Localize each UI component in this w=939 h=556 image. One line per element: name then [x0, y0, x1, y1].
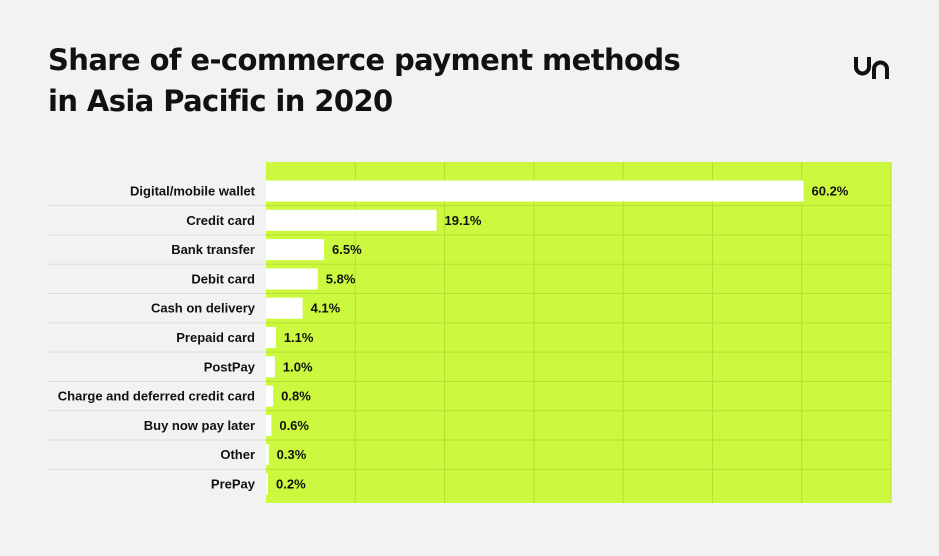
category-labels: Digital/mobile wallet Credit card Bank tra… — [58, 184, 256, 492]
value-labels: 60.2% 19.1% 6.5% 5.8% 4.1% 1.1% 1.0% 0.8% 0.6% 0.… — [276, 184, 849, 492]
chart-title-line-2: in Asia Pacific in 2020 — [48, 84, 393, 118]
bar — [266, 239, 325, 261]
chart-title: Share of e-commerce payment methods in A… — [48, 40, 768, 122]
category-label: Other — [220, 447, 255, 462]
value-label: 1.0% — [283, 359, 313, 374]
value-label: 6.5% — [332, 242, 362, 257]
bar — [266, 385, 274, 407]
bar — [266, 180, 804, 202]
category-label: Cash on delivery — [151, 301, 256, 316]
bar — [266, 297, 303, 319]
bar — [266, 356, 275, 378]
category-label: Buy now pay later — [144, 418, 255, 433]
category-label: Debit card — [191, 271, 255, 286]
chart-title-line-1: Share of e-commerce payment methods — [48, 43, 681, 77]
bar — [266, 414, 272, 436]
category-label: PrePay — [211, 477, 256, 492]
value-label: 4.1% — [311, 301, 341, 316]
un-logo-icon — [854, 57, 889, 79]
bar — [266, 444, 269, 466]
category-label: Credit card — [186, 213, 255, 228]
category-label: Bank transfer — [171, 242, 255, 257]
plot-area — [266, 162, 892, 503]
bar — [266, 268, 318, 290]
category-label: Prepaid card — [176, 330, 255, 345]
value-label: 0.6% — [279, 418, 309, 433]
value-label: 0.2% — [276, 477, 306, 492]
value-label: 0.3% — [277, 447, 307, 462]
category-label: PostPay — [204, 359, 256, 374]
bar — [266, 327, 276, 348]
bars — [266, 180, 804, 495]
value-label: 0.8% — [281, 389, 311, 404]
category-label: Digital/mobile wallet — [130, 184, 256, 199]
category-label: Charge and deferred credit card — [58, 389, 255, 404]
bar — [266, 209, 437, 231]
value-label: 60.2% — [812, 184, 849, 199]
bar — [266, 473, 268, 495]
value-label: 5.8% — [326, 271, 356, 286]
value-label: 19.1% — [445, 213, 482, 228]
value-label: 1.1% — [284, 330, 314, 345]
row-dividers — [48, 205, 891, 470]
